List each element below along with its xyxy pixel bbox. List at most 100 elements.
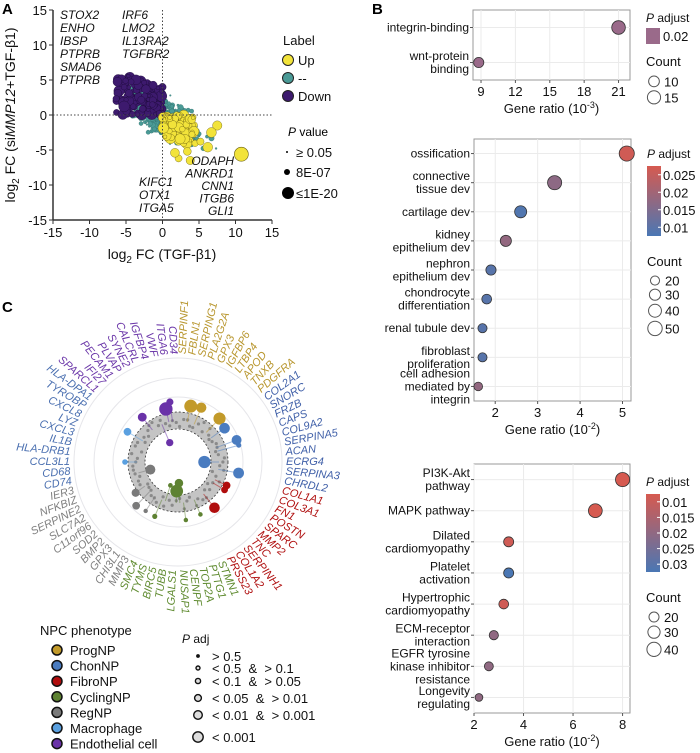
point-up (191, 115, 196, 120)
x-tick-label: 4 (576, 405, 583, 420)
term-label-line: kinase inhibitor (390, 659, 470, 673)
p-adjust-tick: 0.02 (663, 29, 688, 44)
legend-pvalue-item: ≤1E-20 (296, 186, 338, 201)
count-title: Count (647, 254, 682, 269)
y-tick-label: 5 (40, 73, 47, 88)
gene-label: IRF6 (122, 8, 148, 22)
term-label-line: pathway (425, 479, 470, 493)
point-stem (217, 444, 239, 452)
count-legend-label: 15 (664, 90, 678, 105)
panel-a-volcano-scatter: A -15 -10 -5 0 5 10 15 15 10 5 0 -5 -10 -15 STOX2ENHO… (2, 1, 338, 266)
x-axis-title: Gene ratio (10-2) (504, 733, 599, 749)
point-up (185, 156, 195, 165)
point-down (139, 105, 147, 113)
band-point (207, 437, 211, 442)
legend-label: Label Up -- Down (282, 33, 331, 104)
gene-label: CNN1 (201, 179, 234, 193)
x-title-part: ) (595, 101, 599, 116)
x-tick-label: 15 (265, 225, 279, 240)
p-italic: P (646, 475, 654, 489)
panel-b-top-dotplot: 9 12 15 18 21 integrin-binding wnt-protein bind… (387, 9, 690, 116)
band-point (170, 503, 174, 507)
point-up (162, 134, 168, 139)
gene-label: IL1B (48, 433, 72, 449)
point-ns (138, 121, 144, 126)
gene-label: ITGB6 (199, 192, 234, 206)
point-up (174, 133, 186, 145)
term-label-line: chondrocyte (405, 286, 471, 300)
term-dot (488, 630, 499, 641)
gene-point (209, 502, 220, 514)
gene-label: STOX2 (60, 8, 99, 22)
point-down (137, 95, 146, 104)
phenotype-swatch (51, 675, 63, 687)
term-dot (611, 20, 626, 35)
band-point (156, 424, 161, 428)
phenotype-legend-title: NPC phenotype (40, 623, 132, 638)
point-down (118, 100, 130, 113)
band-point (182, 417, 186, 422)
band-point (162, 504, 166, 508)
x-axis-title: log2 FC (TGF-β1) (108, 246, 217, 266)
phenotype-swatch (51, 644, 63, 656)
term-label-line: ECM-receptor (395, 622, 470, 636)
p-adjust-colorbar (646, 494, 660, 572)
band-point (143, 440, 147, 444)
x-tick-label: 10 (228, 225, 242, 240)
y-tick-label: 10 (33, 38, 47, 53)
x-tick-label: 5 (195, 225, 202, 240)
gene-label: TUBB (154, 568, 170, 599)
panel-b-middle-dotplot: 2 3 4 5 ossification connective tissue dev cart… (385, 138, 696, 437)
x-tick-label: 12 (508, 84, 522, 99)
legend-down: Down (298, 89, 331, 104)
term-label-line: integrin (431, 392, 470, 406)
padj-size-swatch (196, 654, 200, 658)
point-down (159, 88, 164, 94)
point-down (126, 74, 131, 79)
point-ns (147, 121, 153, 127)
point-up (188, 131, 196, 138)
gene-point (170, 484, 184, 498)
gene-point (137, 412, 147, 422)
panel-c-legends: NPC phenotype ProgNPChonNPFibroNPCyclingN… (40, 623, 315, 752)
band-point (167, 498, 171, 502)
point-stem (145, 495, 156, 512)
p-adjust-tick: 0.02 (662, 526, 687, 541)
term-label: wnt-protein binding (409, 49, 469, 76)
p-adjust-title: P adjust (646, 11, 690, 25)
point-ns (189, 108, 194, 114)
count-legend-circle (647, 320, 663, 337)
p-rest: adj (190, 632, 209, 646)
term-dot (474, 693, 484, 702)
phenotype-legend-item: ChonNP (70, 659, 119, 674)
band-point (216, 453, 220, 457)
band-point (135, 456, 139, 460)
gene-label: ECRG4 (286, 456, 324, 468)
count-legend-label: 40 (664, 642, 678, 657)
point-ns (145, 129, 151, 135)
term-dot (473, 57, 485, 69)
term-label-line: cell adhesion (400, 366, 470, 380)
gene-label: CD74 (43, 475, 73, 492)
x-title-part: Gene ratio (10 (504, 734, 587, 749)
legend-up-swatch (282, 54, 294, 66)
count-legend-label: 30 (664, 625, 678, 640)
term-label-line: Dilated (433, 528, 470, 542)
p-adjust-swatch (646, 28, 660, 44)
point-stem (183, 502, 187, 521)
gene-label: ITGA5 (139, 201, 174, 215)
legend-size-mid (284, 169, 290, 175)
y-tick-label: 0 (40, 108, 47, 123)
gene-label: SERPINF1 (177, 300, 191, 354)
point-ns (165, 99, 169, 102)
p-adjust-tick: 0.025 (663, 168, 696, 183)
panel-label-b: B (372, 1, 383, 18)
legend-size-large (282, 187, 294, 199)
band-point (207, 433, 211, 437)
point-down (112, 77, 123, 87)
band-point (210, 469, 214, 474)
x-tick-label: 2 (492, 405, 499, 420)
y-tick-label: 15 (33, 3, 47, 18)
gene-point (143, 508, 148, 514)
